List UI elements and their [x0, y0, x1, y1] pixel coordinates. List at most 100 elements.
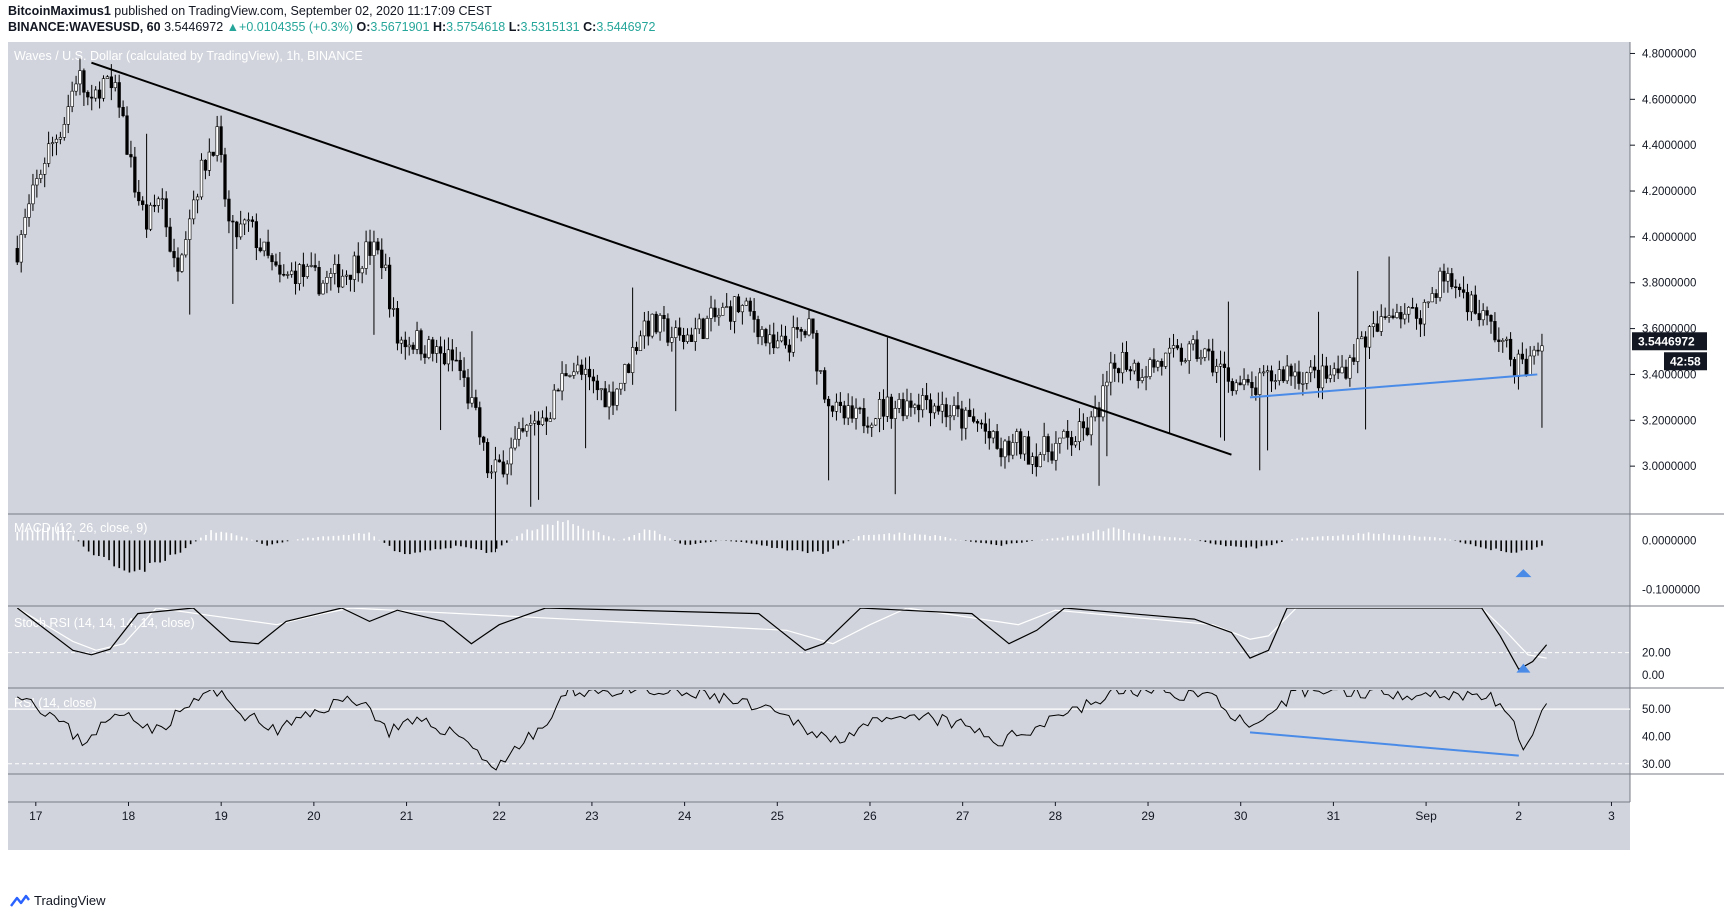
candle-body	[678, 327, 682, 336]
candle-body	[1454, 286, 1458, 289]
open-label: O:	[356, 20, 371, 34]
stoch-rsi-pane[interactable]: Stoch RSI (14, 14, 14, 14, close)	[8, 608, 1630, 673]
rsi-tick-label: 30.00	[1642, 759, 1671, 771]
candle-body	[725, 306, 729, 308]
candle-body	[533, 420, 537, 424]
candle-body	[924, 395, 929, 401]
candle-body	[732, 296, 737, 322]
symbol-label: BINANCE:WAVESUSD, 60	[8, 20, 161, 34]
candle-body	[1152, 359, 1156, 368]
author-name[interactable]: BitcoinMaximus1	[8, 4, 111, 18]
candle-body	[454, 359, 458, 362]
candle-body	[415, 330, 419, 350]
candle-body	[1026, 436, 1031, 465]
candle-body	[223, 154, 227, 200]
candle-body	[1403, 313, 1407, 320]
candle-body	[819, 370, 823, 372]
candle-body	[1215, 365, 1219, 373]
time-tick-label: 24	[678, 809, 692, 823]
candle-body	[1461, 289, 1466, 293]
candle-body	[274, 261, 278, 266]
candle-body	[701, 318, 705, 339]
candle-body	[779, 335, 784, 342]
candle-body	[1352, 357, 1356, 362]
candle-body	[101, 78, 106, 99]
ohlc-line: BINANCE:WAVESUSD, 60 3.5446972 ▲+0.01043…	[8, 20, 655, 34]
candle-body	[901, 399, 905, 417]
candle-body	[940, 404, 944, 412]
candle-body	[1089, 416, 1093, 436]
candle-body	[105, 76, 110, 79]
candle-body	[474, 397, 478, 408]
time-tick-label: 29	[1141, 809, 1155, 823]
candle-body	[282, 273, 286, 276]
tradingview-logo-icon	[10, 894, 30, 907]
candle-body	[1136, 362, 1140, 381]
candle-body	[46, 143, 51, 164]
candle-body	[262, 241, 266, 252]
time-tick-label: 20	[307, 809, 321, 823]
price-pane[interactable]: Waves / U.S. Dollar (calculated by Tradi…	[14, 49, 1544, 553]
macd-pane[interactable]: MACD (12, 26, close, 9)	[14, 520, 1543, 578]
publish-line: BitcoinMaximus1 published on TradingView…	[8, 4, 492, 18]
chart-canvas[interactable]: Waves / U.S. Dollar (calculated by Tradi…	[0, 0, 1724, 890]
candle-body	[685, 334, 690, 342]
rsi-pane[interactable]: RSI (14, close)	[8, 683, 1630, 771]
candle-body	[944, 404, 948, 418]
candle-body	[1469, 294, 1474, 313]
candle-body	[1109, 362, 1113, 383]
candle-body	[1062, 430, 1066, 439]
support-line	[1249, 373, 1538, 399]
candle-body	[172, 251, 176, 259]
candle-body	[497, 459, 501, 463]
close-label: C:	[583, 20, 597, 34]
candle-body	[1191, 339, 1195, 345]
candle-body	[921, 395, 925, 411]
candle-body	[709, 307, 713, 319]
candle-body	[207, 151, 211, 171]
candle-body	[983, 423, 988, 432]
candle-body	[1348, 357, 1352, 379]
candle-body	[1207, 348, 1211, 352]
candle-body	[897, 399, 901, 409]
candle-body	[1324, 365, 1329, 379]
chart-background	[8, 42, 1630, 850]
candle-body	[576, 364, 580, 373]
candle-body	[1497, 339, 1501, 343]
time-tick-label: 3	[1608, 809, 1615, 823]
candle-body	[830, 405, 835, 412]
candle-body	[768, 334, 772, 344]
candle-body	[485, 442, 490, 474]
candle-body	[591, 376, 596, 382]
candle-body	[1073, 441, 1078, 446]
high-value: 3.5754618	[446, 20, 506, 34]
candle-body	[881, 399, 886, 417]
candle-body	[1481, 310, 1485, 321]
candle-body	[1438, 270, 1442, 298]
candle-body	[1269, 370, 1274, 382]
candle-body	[1222, 363, 1227, 368]
candle-body	[807, 318, 811, 336]
time-tick-label: Sep	[1415, 809, 1437, 823]
candle-body	[979, 422, 984, 425]
candle-body	[760, 329, 764, 338]
candle-body	[27, 203, 31, 218]
tradingview-footer[interactable]: TradingView	[10, 893, 106, 908]
candle-body	[1442, 270, 1446, 282]
candle-body	[838, 401, 842, 406]
candle-body	[823, 370, 827, 400]
candle-body	[795, 327, 799, 330]
macd-tick-label: -0.1000000	[1642, 584, 1700, 596]
candle-body	[54, 138, 59, 143]
candle-body	[971, 416, 976, 422]
candle-body	[1120, 352, 1125, 374]
candle-body	[975, 421, 980, 424]
price-tick-label: 4.4000000	[1642, 140, 1696, 152]
candle-body	[15, 248, 19, 263]
candle-body	[419, 330, 423, 355]
candle-body	[423, 353, 427, 358]
candle-body	[340, 275, 345, 288]
candle-body	[870, 424, 874, 428]
candle-body	[133, 156, 137, 193]
candle-body	[1426, 301, 1430, 304]
